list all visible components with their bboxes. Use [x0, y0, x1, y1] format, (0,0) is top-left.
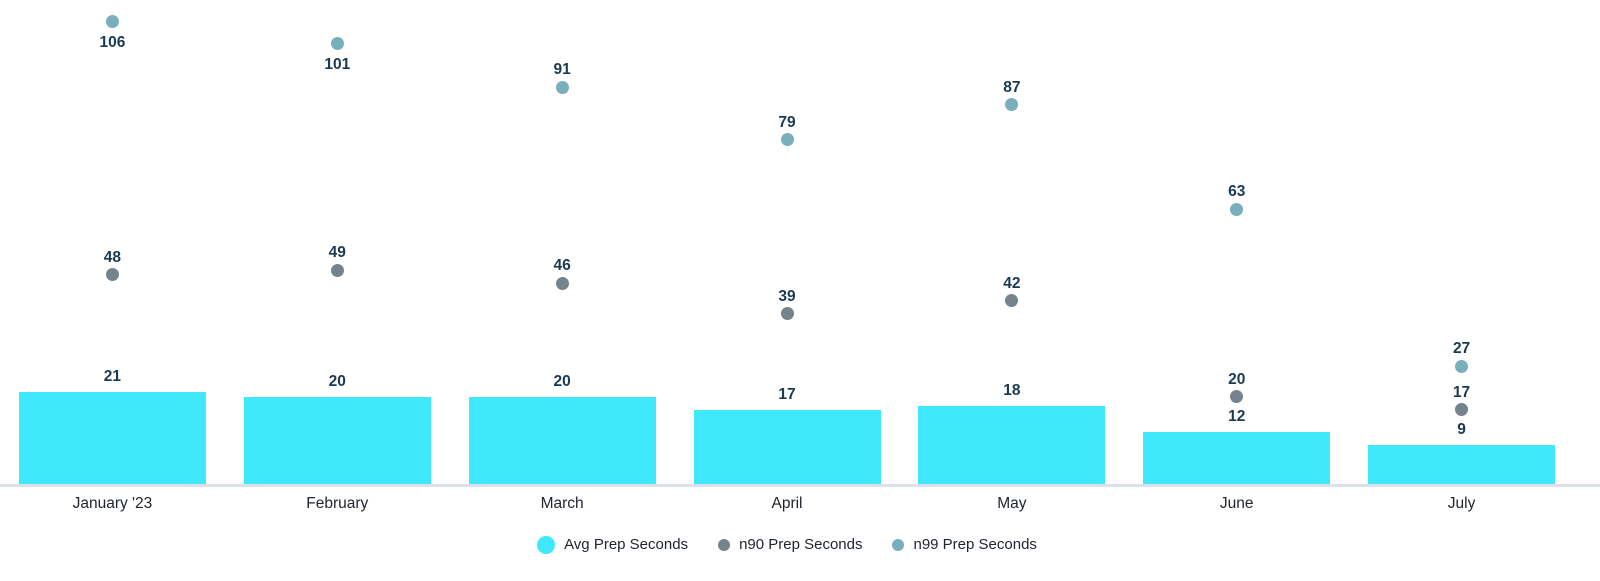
- legend: Avg Prep Seconds n90 Prep Seconds n99 Prep…: [0, 532, 1574, 558]
- bar-value-label-march: 20: [553, 372, 571, 390]
- n90-dot-january-23[interactable]: [105, 268, 119, 282]
- x-axis-label-may: May: [997, 495, 1027, 512]
- n99-dot-january-23[interactable]: [105, 15, 119, 29]
- n90-value-label-july: 17: [1452, 383, 1471, 401]
- n99-value-label-april: 79: [778, 113, 796, 131]
- legend-item-n90-prep-seconds[interactable]: n90 Prep Seconds: [718, 532, 862, 558]
- n90-dot-may[interactable]: [1005, 294, 1019, 308]
- n99-dot-june[interactable]: [1230, 202, 1244, 216]
- x-axis-label-march: March: [540, 495, 584, 512]
- bar-value-label-january-23: 21: [103, 368, 122, 386]
- x-axis-label-january-23: January '23: [72, 495, 153, 512]
- bar-january-23[interactable]: [18, 392, 206, 484]
- bar-value-label-may: 18: [1003, 381, 1021, 399]
- x-axis-label-february: February: [306, 495, 369, 512]
- n99-dot-april[interactable]: [780, 133, 794, 147]
- bar-value-label-june: 12: [1228, 407, 1246, 425]
- bar-value-label-february: 20: [328, 372, 346, 390]
- bar-july[interactable]: [1368, 444, 1556, 484]
- n90-value-label-april: 39: [778, 287, 796, 305]
- n90-dot-july[interactable]: [1455, 403, 1469, 417]
- n90-dot-february[interactable]: [330, 263, 344, 277]
- bar-value-label-july: 9: [1457, 420, 1466, 438]
- n90-value-label-february: 49: [328, 244, 346, 262]
- n99-value-label-june: 63: [1228, 183, 1246, 201]
- legend-swatch-n90-prep-seconds-icon: [718, 539, 731, 551]
- n99-value-label-january-23: 106: [99, 33, 126, 51]
- n99-dot-march[interactable]: [555, 80, 569, 94]
- n90-dot-april[interactable]: [780, 307, 794, 321]
- bar-value-label-april: 17: [778, 385, 796, 403]
- bar-may[interactable]: [918, 405, 1106, 484]
- legend-label-n90-prep-seconds: n90 Prep Seconds: [739, 536, 863, 553]
- n99-value-label-may: 87: [1003, 78, 1021, 96]
- bar-february[interactable]: [243, 396, 431, 484]
- bar-march[interactable]: [468, 396, 656, 484]
- n99-value-label-march: 91: [553, 61, 571, 79]
- n99-value-label-july: 27: [1452, 340, 1471, 358]
- plot-area: 21 48 106 20 49 101 20 46 91 17 39 79 18 42 87 12 20 63 9 1…: [18, 15, 1556, 484]
- n90-dot-june[interactable]: [1230, 390, 1244, 404]
- x-axis-label-july: July: [1447, 495, 1476, 512]
- x-axis-label-april: April: [771, 495, 803, 512]
- x-axis-label-june: June: [1219, 495, 1254, 512]
- legend-swatch-n99-prep-seconds-icon: [892, 539, 905, 551]
- legend-label-n99-prep-seconds: n99 Prep Seconds: [913, 536, 1037, 553]
- n90-value-label-january-23: 48: [103, 248, 122, 266]
- n99-value-label-february: 101: [324, 55, 351, 73]
- legend-item-n99-prep-seconds[interactable]: n99 Prep Seconds: [892, 532, 1037, 558]
- n90-value-label-june: 20: [1228, 370, 1246, 388]
- legend-label-avg-prep-seconds: Avg Prep Seconds: [564, 536, 689, 553]
- n90-dot-march[interactable]: [555, 276, 569, 290]
- n99-dot-may[interactable]: [1005, 98, 1019, 112]
- bar-april[interactable]: [693, 409, 881, 484]
- legend-swatch-avg-prep-seconds-icon: [537, 536, 556, 554]
- n90-value-label-may: 42: [1003, 274, 1021, 292]
- n90-value-label-march: 46: [553, 257, 571, 275]
- n99-dot-february[interactable]: [330, 37, 344, 51]
- bar-june[interactable]: [1143, 431, 1331, 484]
- legend-item-avg-prep-seconds[interactable]: Avg Prep Seconds: [537, 532, 688, 558]
- n99-dot-july[interactable]: [1455, 359, 1469, 373]
- x-axis-line: [0, 484, 1600, 487]
